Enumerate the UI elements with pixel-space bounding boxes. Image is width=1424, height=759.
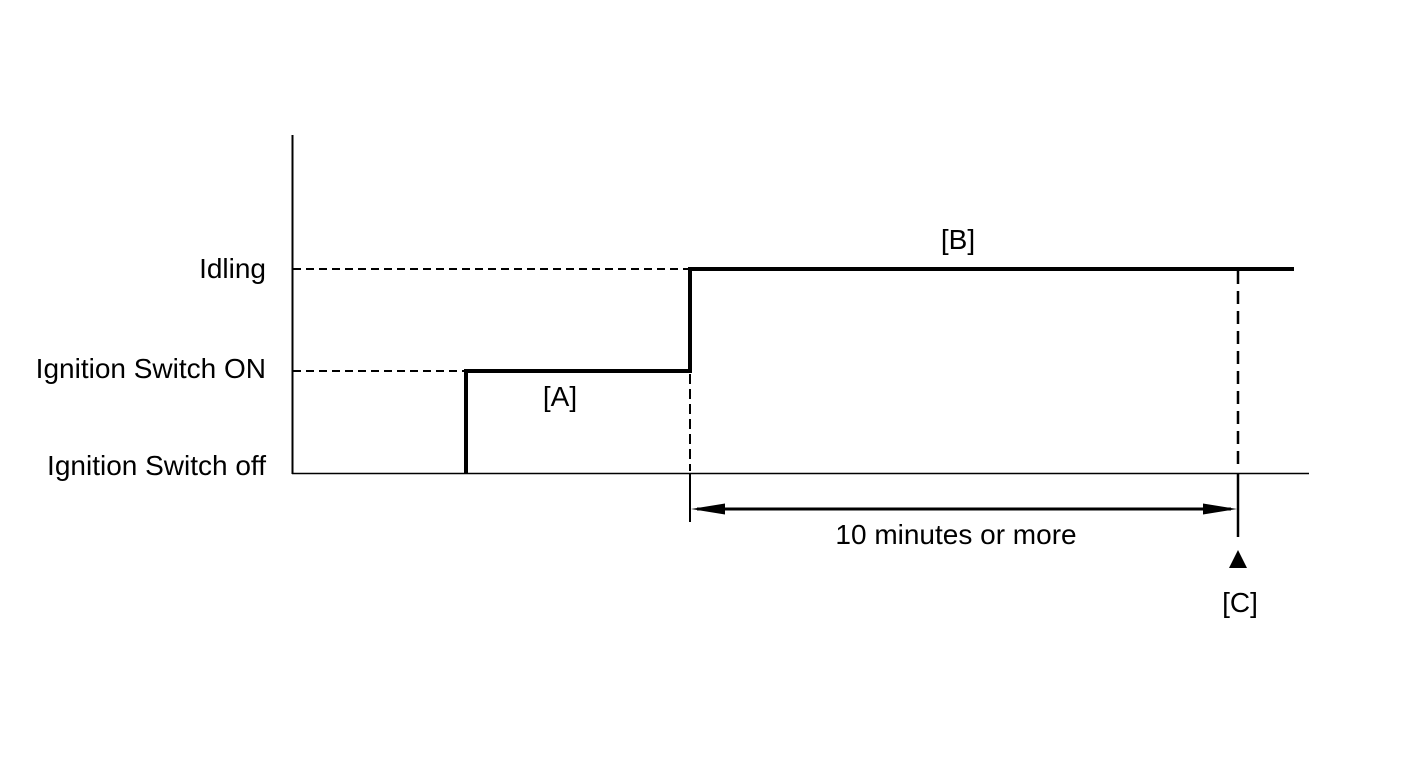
y-label-ignition-switch-on: Ignition Switch ON [35, 353, 266, 384]
annotation-b: [B] [940, 224, 976, 255]
duration-arrow-right-head-icon [1203, 503, 1237, 515]
annotation-c: [C] [1222, 587, 1258, 618]
duration-arrow-left-head-icon [691, 503, 725, 515]
marker-c-triangle-icon [1229, 550, 1247, 568]
duration-arrow-label: 10 minutes or more [835, 519, 1077, 550]
signal-step-trace [464, 267, 1294, 473]
y-label-ignition-switch-off: Ignition Switch off [47, 450, 266, 481]
y-label-idling: Idling [199, 253, 266, 284]
annotation-a: [A] [542, 381, 578, 412]
